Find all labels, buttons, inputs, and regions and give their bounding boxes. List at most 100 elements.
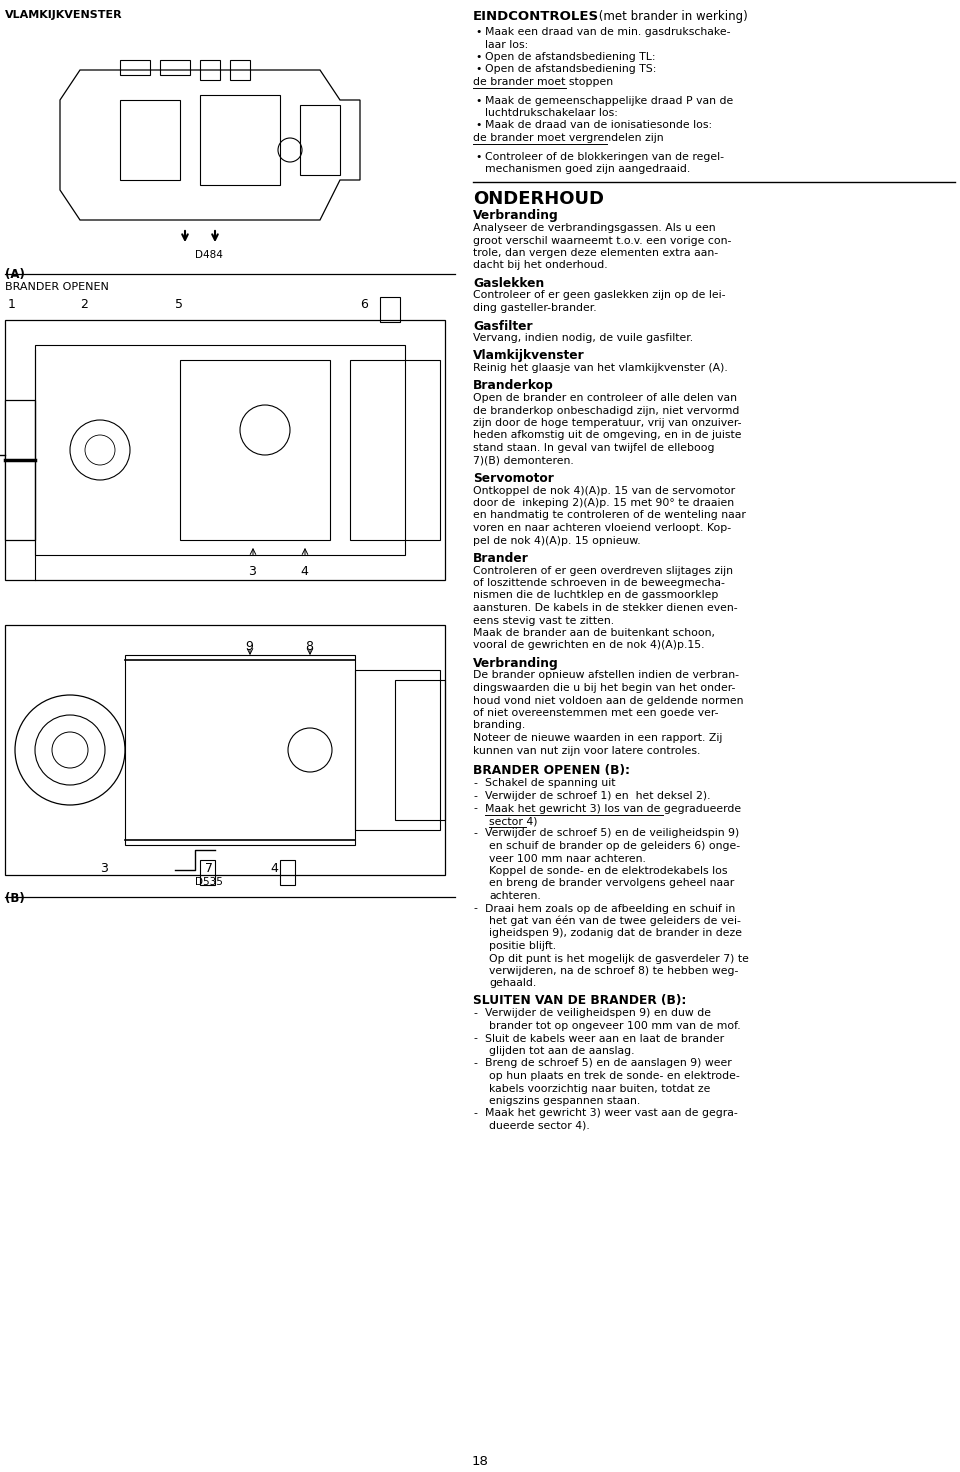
Bar [280, 860, 295, 885]
Text: kabels voorzichtig naar buiten, totdat ze: kabels voorzichtig naar buiten, totdat z… [489, 1083, 710, 1094]
Text: Open de brander en controleer of alle delen van: Open de brander en controleer of alle de… [473, 393, 737, 403]
Bar [300, 105, 340, 175]
Bar [200, 860, 215, 885]
Text: op hun plaats en trek de sonde- en elektrode-: op hun plaats en trek de sonde- en elekt… [489, 1072, 740, 1080]
Text: Branderkop: Branderkop [473, 380, 554, 393]
Text: en handmatig te controleren of de wenteling naar: en handmatig te controleren of de wentel… [473, 511, 746, 521]
Bar [230, 60, 250, 79]
Text: luchtdrukschakelaar los:: luchtdrukschakelaar los: [485, 107, 618, 118]
Text: heden afkomstig uit de omgeving, en in de juiste: heden afkomstig uit de omgeving, en in d… [473, 430, 741, 440]
Text: Verbranding: Verbranding [473, 209, 559, 222]
Text: BRANDER OPENEN (B):: BRANDER OPENEN (B): [473, 764, 630, 777]
Text: Open de afstandsbediening TS:: Open de afstandsbediening TS: [485, 65, 657, 75]
Text: (A): (A) [5, 268, 25, 281]
Text: De brander opnieuw afstellen indien de verbran-: De brander opnieuw afstellen indien de v… [473, 671, 739, 680]
Text: Vlamkijkvenster: Vlamkijkvenster [473, 349, 585, 362]
Text: Brander: Brander [473, 552, 529, 565]
Text: -: - [473, 1108, 477, 1119]
Text: stand staan. In geval van twijfel de elleboog: stand staan. In geval van twijfel de ell… [473, 443, 714, 453]
Text: nismen die de luchtklep en de gassmoorklep: nismen die de luchtklep en de gassmoorkl… [473, 590, 718, 601]
Text: mechanismen goed zijn aangedraaid.: mechanismen goed zijn aangedraaid. [485, 163, 690, 174]
Text: •: • [475, 26, 481, 37]
Text: en breng de brander vervolgens geheel naar: en breng de brander vervolgens geheel na… [489, 879, 734, 889]
Bar [5, 626, 445, 874]
Text: Maak het gewricht 3) los van de gegradueerde: Maak het gewricht 3) los van de gegradue… [485, 804, 741, 814]
Text: Sluit de kabels weer aan en laat de brander: Sluit de kabels weer aan en laat de bran… [485, 1033, 724, 1044]
Text: Reinig het glaasje van het vlamkijkvenster (A).: Reinig het glaasje van het vlamkijkvenst… [473, 364, 728, 372]
Text: 7)(B) demonteren.: 7)(B) demonteren. [473, 455, 574, 465]
Text: Controleren of er geen overdreven slijtages zijn: Controleren of er geen overdreven slijta… [473, 565, 733, 576]
Text: -: - [473, 790, 477, 801]
Text: (met brander in werking): (met brander in werking) [595, 10, 748, 24]
Text: -: - [473, 804, 477, 814]
Text: of niet overeenstemmen met een goede ver-: of niet overeenstemmen met een goede ver… [473, 708, 718, 718]
Text: 6: 6 [360, 297, 368, 311]
Bar [120, 60, 150, 75]
Bar [350, 361, 440, 540]
Bar [200, 96, 280, 185]
Text: branding.: branding. [473, 720, 525, 730]
Text: •: • [475, 96, 481, 106]
Text: -: - [473, 829, 477, 839]
Text: Maak een draad van de min. gasdrukschake-: Maak een draad van de min. gasdrukschake… [485, 26, 731, 37]
Text: kunnen van nut zijn voor latere controles.: kunnen van nut zijn voor latere controle… [473, 745, 701, 755]
Text: Draai hem zoals op de afbeelding en schuif in: Draai hem zoals op de afbeelding en schu… [485, 904, 735, 914]
Text: 18: 18 [471, 1454, 489, 1468]
Text: Op dit punt is het mogelijk de gasverdeler 7) te: Op dit punt is het mogelijk de gasverdel… [489, 954, 749, 964]
Text: Noteer de nieuwe waarden in een rapport. Zij: Noteer de nieuwe waarden in een rapport.… [473, 733, 722, 743]
Text: SLUITEN VAN DE BRANDER (B):: SLUITEN VAN DE BRANDER (B): [473, 994, 686, 1007]
Text: door de  inkeping 2)(A)p. 15 met 90° te draaien: door de inkeping 2)(A)p. 15 met 90° te d… [473, 498, 734, 508]
Text: ONDERHOUD: ONDERHOUD [473, 190, 604, 208]
Text: Vervang, indien nodig, de vuile gasfilter.: Vervang, indien nodig, de vuile gasfilte… [473, 333, 693, 343]
Text: -: - [473, 1033, 477, 1044]
Text: dingswaarden die u bij het begin van het onder-: dingswaarden die u bij het begin van het… [473, 683, 735, 693]
Text: pel de nok 4)(A)p. 15 opnieuw.: pel de nok 4)(A)p. 15 opnieuw. [473, 536, 640, 546]
Bar [5, 400, 35, 540]
Text: •: • [475, 52, 481, 62]
Text: brander tot op ongeveer 100 mm van de mof.: brander tot op ongeveer 100 mm van de mo… [489, 1022, 740, 1030]
Text: de brander moet vergrendelen zijn: de brander moet vergrendelen zijn [473, 132, 663, 143]
Text: Servomotor: Servomotor [473, 473, 554, 484]
Text: gehaald.: gehaald. [489, 979, 537, 989]
Text: Verwijder de veiligheidspen 9) en duw de: Verwijder de veiligheidspen 9) en duw de [485, 1008, 711, 1019]
Text: sector 4): sector 4) [489, 815, 538, 826]
Text: vooral de gewrichten en de nok 4)(A)p.15.: vooral de gewrichten en de nok 4)(A)p.15… [473, 640, 705, 651]
Text: eens stevig vast te zitten.: eens stevig vast te zitten. [473, 615, 614, 626]
Text: 7: 7 [205, 863, 213, 874]
Bar [355, 670, 440, 830]
Text: Open de afstandsbediening TL:: Open de afstandsbediening TL: [485, 52, 656, 62]
Text: -: - [473, 904, 477, 914]
Text: enigszins gespannen staan.: enigszins gespannen staan. [489, 1097, 640, 1105]
Text: Verbranding: Verbranding [473, 657, 559, 670]
Text: Maak het gewricht 3) weer vast aan de gegra-: Maak het gewricht 3) weer vast aan de ge… [485, 1108, 737, 1119]
Text: Maak de gemeenschappelijke draad P van de: Maak de gemeenschappelijke draad P van d… [485, 96, 733, 106]
Bar [395, 680, 445, 820]
Text: Verwijder de schroef 1) en  het deksel 2).: Verwijder de schroef 1) en het deksel 2)… [485, 790, 710, 801]
Text: 2: 2 [80, 297, 88, 311]
Text: 8: 8 [305, 640, 313, 654]
Text: voren en naar achteren vloeiend verloopt. Kop-: voren en naar achteren vloeiend verloopt… [473, 523, 732, 533]
Text: ding gasteller-brander.: ding gasteller-brander. [473, 303, 596, 314]
Text: 1: 1 [8, 297, 16, 311]
Text: •: • [475, 121, 481, 131]
Text: -: - [473, 779, 477, 789]
Bar [120, 100, 180, 180]
Text: positie blijft.: positie blijft. [489, 941, 556, 951]
Text: igheidspen 9), zodanig dat de brander in deze: igheidspen 9), zodanig dat de brander in… [489, 929, 742, 939]
Text: Breng de schroef 5) en de aanslagen 9) weer: Breng de schroef 5) en de aanslagen 9) w… [485, 1058, 732, 1069]
Text: 4: 4 [270, 863, 277, 874]
Bar [200, 60, 220, 79]
Text: VLAMKIJKVENSTER: VLAMKIJKVENSTER [5, 10, 123, 21]
Text: Controleer of de blokkeringen van de regel-: Controleer of de blokkeringen van de reg… [485, 152, 724, 162]
Text: EINDCONTROLES: EINDCONTROLES [473, 10, 599, 24]
Text: BRANDER OPENEN: BRANDER OPENEN [5, 283, 108, 291]
Text: groot verschil waarneemt t.o.v. een vorige con-: groot verschil waarneemt t.o.v. een vori… [473, 236, 732, 246]
Text: D484: D484 [195, 250, 223, 261]
Text: Ontkoppel de nok 4)(A)p. 15 van de servomotor: Ontkoppel de nok 4)(A)p. 15 van de servo… [473, 486, 735, 496]
Text: trole, dan vergen deze elementen extra aan-: trole, dan vergen deze elementen extra a… [473, 247, 718, 258]
Text: aansturen. De kabels in de stekker dienen even-: aansturen. De kabels in de stekker diene… [473, 604, 737, 612]
Bar [380, 297, 400, 322]
Text: Controleer of er geen gaslekken zijn op de lei-: Controleer of er geen gaslekken zijn op … [473, 290, 726, 300]
Text: Maak de brander aan de buitenkant schoon,: Maak de brander aan de buitenkant schoon… [473, 629, 715, 637]
Text: veer 100 mm naar achteren.: veer 100 mm naar achteren. [489, 854, 646, 864]
